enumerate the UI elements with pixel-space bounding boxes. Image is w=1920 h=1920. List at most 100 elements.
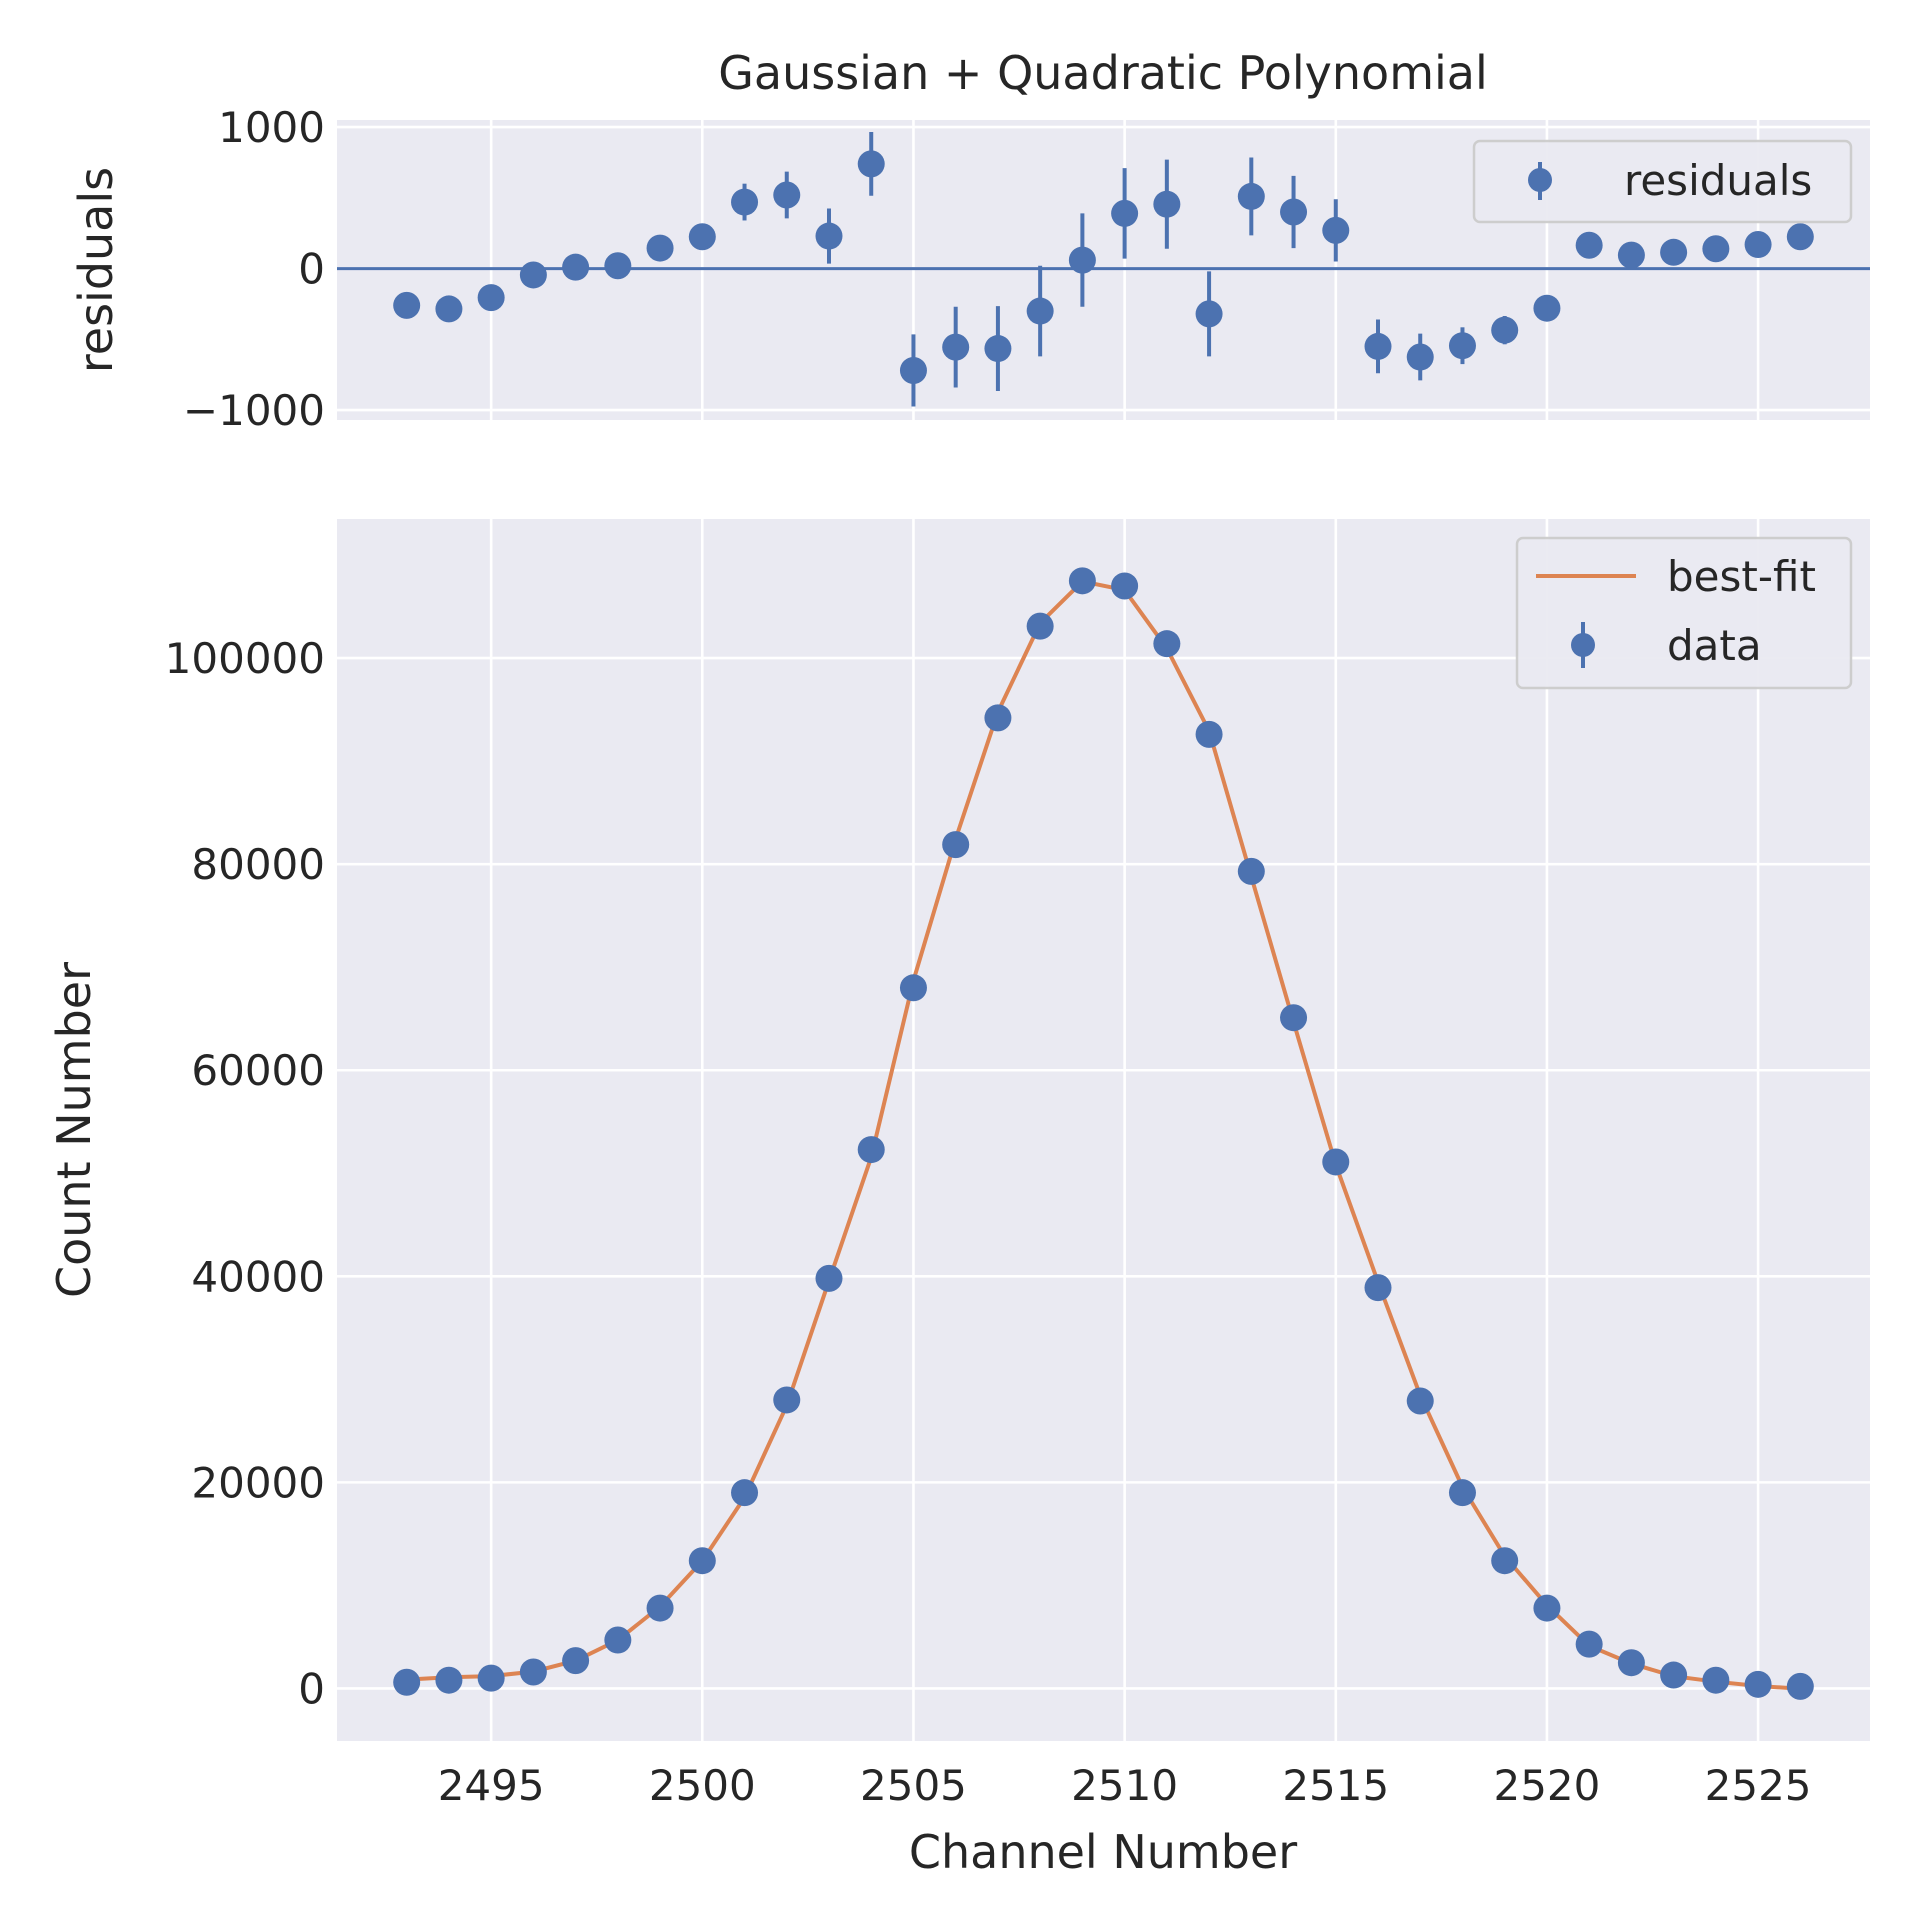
data-point [604, 1626, 632, 1654]
x-tick-label: 2510 [1071, 1761, 1178, 1810]
residual-point [477, 284, 505, 312]
main-y-tick-label: 100000 [165, 634, 325, 683]
data-point [1322, 1148, 1350, 1176]
data-point [1533, 1594, 1561, 1622]
data-point [519, 1658, 547, 1686]
x-tick-label: 2520 [1493, 1761, 1600, 1810]
data-point [646, 1594, 674, 1622]
residual-point [393, 291, 421, 319]
residual-point [1744, 231, 1772, 259]
residual-point [519, 261, 547, 289]
residual-point [688, 223, 716, 251]
residuals-y-tick-label: 1000 [218, 103, 325, 152]
data-point [942, 831, 970, 859]
residual-point [1533, 294, 1561, 322]
residuals-legend-box [1472, 139, 1853, 224]
residual-point [1364, 332, 1392, 360]
residual-point [1026, 297, 1054, 325]
data-point [1660, 1661, 1688, 1689]
residual-point [435, 295, 463, 323]
best-fit-legend-label: best-fit [1667, 552, 1816, 601]
residuals-y-tick-labels: −1000 0 1000 [183, 103, 325, 435]
data-point [1068, 567, 1096, 595]
residual-point [562, 253, 590, 281]
data-point [1744, 1670, 1772, 1698]
data-point [477, 1664, 505, 1692]
data-points [393, 567, 1814, 1700]
main-panel: 0 20000 40000 60000 80000 100000 2495 2500 2505… [47, 519, 1870, 1879]
data-point [984, 704, 1012, 732]
residual-point [1406, 343, 1434, 371]
residuals-y-tick-label: −1000 [183, 386, 325, 435]
x-axis-label: Channel Number [909, 1825, 1297, 1879]
data-point [857, 1136, 885, 1164]
data-point [1575, 1630, 1603, 1658]
data-point [1364, 1274, 1392, 1302]
main-y-tick-label: 20000 [191, 1458, 325, 1507]
data-point [1617, 1649, 1645, 1677]
residual-point [942, 333, 970, 361]
residual-point [646, 234, 674, 262]
residuals-y-axis-label: residuals [69, 167, 123, 373]
main-x-tick-labels: 2495 2500 2505 2510 2515 2520 2525 [438, 1761, 1812, 1810]
main-y-tick-labels: 0 20000 40000 60000 80000 100000 [165, 634, 325, 1713]
data-point [1237, 857, 1265, 885]
data-point [1153, 630, 1181, 658]
residuals-y-tick-label: 0 [298, 245, 325, 294]
data-point [1111, 572, 1139, 600]
data-point [1702, 1666, 1730, 1694]
data-point [1026, 612, 1054, 640]
data-point [1280, 1004, 1308, 1032]
residual-point [1237, 182, 1265, 210]
residual-point [857, 150, 885, 178]
residual-point [1322, 216, 1350, 244]
data-point [393, 1668, 421, 1696]
main-y-axis-label: Count Number [47, 962, 101, 1298]
residual-point [899, 356, 927, 384]
residual-point [731, 188, 759, 216]
data-point [1448, 1479, 1476, 1507]
x-tick-label: 2500 [649, 1761, 756, 1810]
main-plot-area [337, 519, 1870, 1741]
data-point [562, 1647, 590, 1675]
data-point [899, 974, 927, 1002]
residual-point [1617, 241, 1645, 269]
residual-point [604, 252, 632, 280]
x-tick-label: 2505 [860, 1761, 967, 1810]
residuals-legend-label: residuals [1624, 156, 1812, 205]
data-point [815, 1264, 843, 1292]
data-point [1786, 1672, 1814, 1700]
data-point [1406, 1387, 1434, 1415]
residuals-panel: Gaussian + Quadratic Polynomial −1000 0 10… [69, 46, 1870, 435]
residual-point [1702, 235, 1730, 263]
residual-point [1068, 246, 1096, 274]
data-point [688, 1547, 716, 1575]
residual-point [984, 335, 1012, 363]
residual-point [1575, 231, 1603, 259]
residual-point [815, 222, 843, 250]
residual-point [1448, 332, 1476, 360]
x-tick-label: 2515 [1282, 1761, 1389, 1810]
data-point [773, 1386, 801, 1414]
data-legend-marker [1571, 633, 1595, 657]
residual-point [1660, 238, 1688, 266]
x-tick-label: 2525 [1705, 1761, 1812, 1810]
main-legend: best-fit data [1515, 536, 1853, 690]
data-legend-label: data [1667, 621, 1762, 670]
main-y-tick-label: 60000 [191, 1046, 325, 1095]
residual-point [1195, 300, 1223, 328]
data-point [1491, 1547, 1519, 1575]
residual-point [1786, 223, 1814, 251]
residuals-points [393, 150, 1814, 384]
best-fit-line [406, 579, 1801, 1691]
residual-point [773, 181, 801, 209]
residual-point [1153, 190, 1181, 218]
x-tick-label: 2495 [438, 1761, 545, 1810]
residual-point [1111, 199, 1139, 227]
data-point [435, 1666, 463, 1694]
main-y-tick-label: 0 [298, 1664, 325, 1713]
residual-point [1280, 198, 1308, 226]
main-x-gridlines [489, 519, 1760, 1741]
data-point [1195, 720, 1223, 748]
